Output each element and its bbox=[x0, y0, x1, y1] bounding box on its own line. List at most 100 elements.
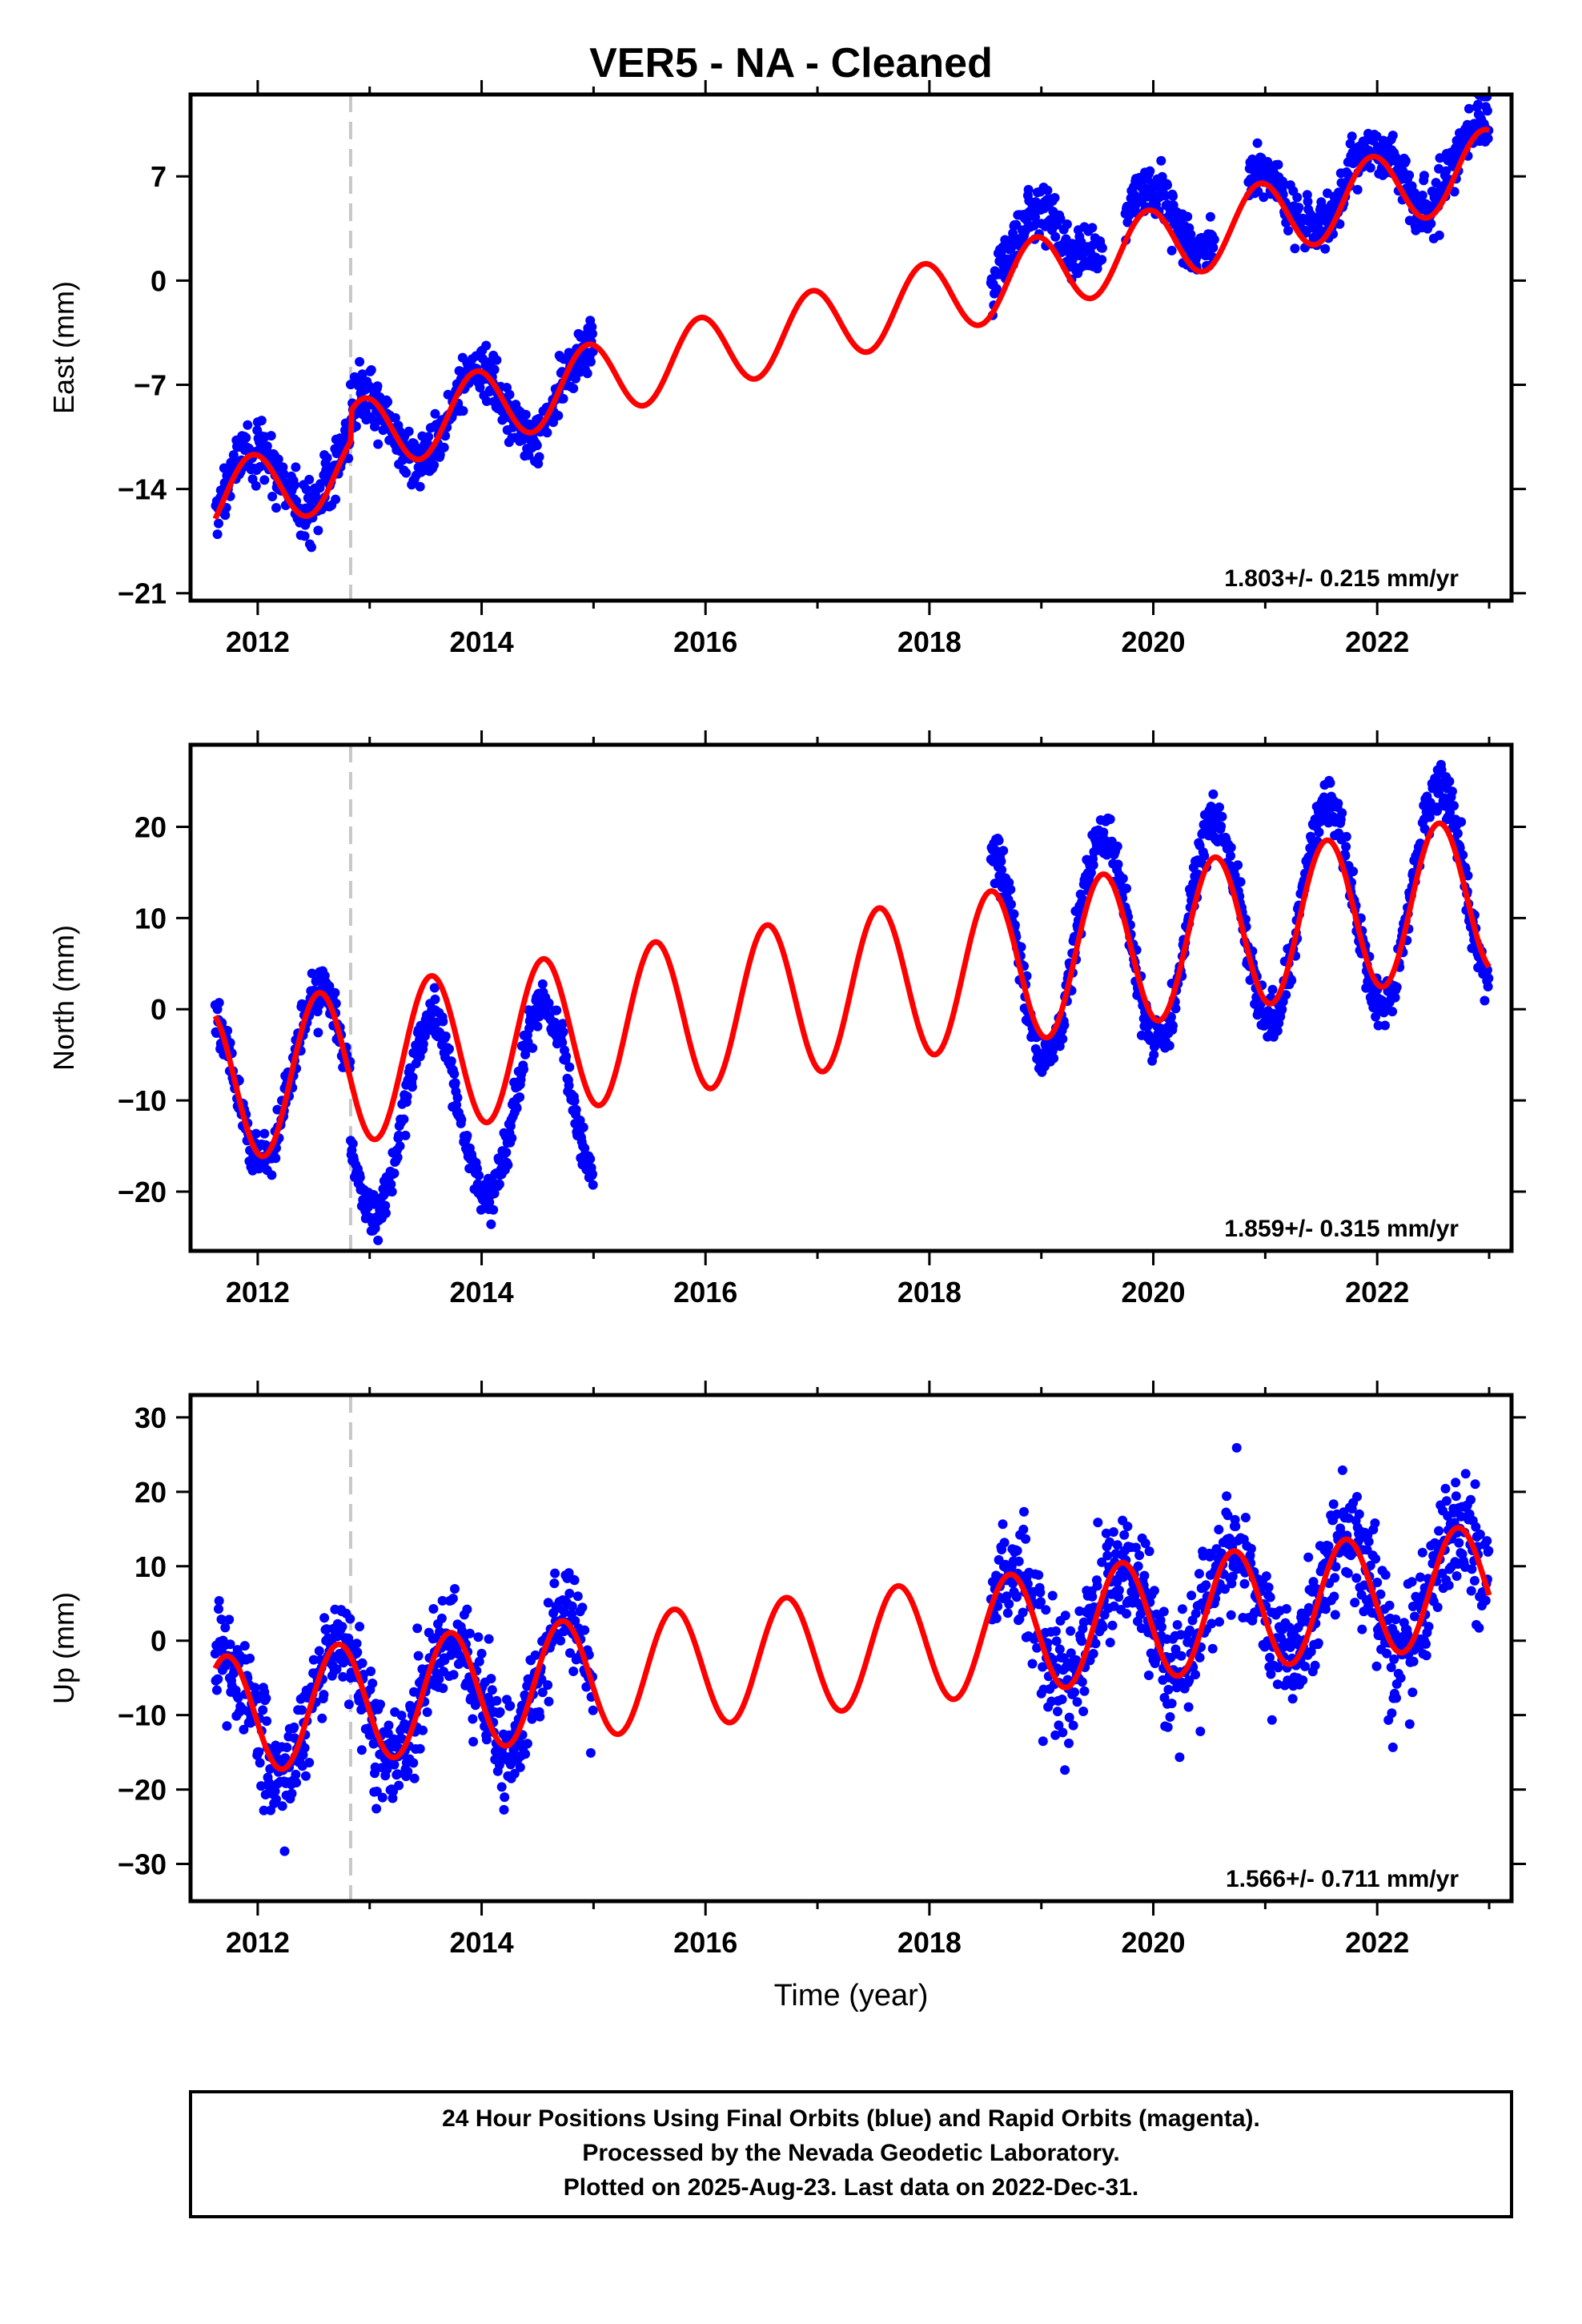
up-data-point bbox=[1231, 1442, 1242, 1453]
north-data-point bbox=[1118, 874, 1128, 883]
up-data-point bbox=[1371, 1554, 1381, 1564]
up-data-point bbox=[1064, 1712, 1074, 1723]
north-data-point bbox=[1235, 877, 1246, 887]
up-data-point bbox=[220, 1622, 231, 1633]
north-data-point bbox=[557, 1037, 568, 1047]
north-data-point bbox=[444, 1043, 454, 1054]
north-data-point bbox=[1456, 817, 1467, 827]
east-data-point bbox=[1294, 203, 1304, 213]
up-data-point bbox=[287, 1788, 297, 1799]
footer-box: 24 Hour Positions Using Final Orbits (bl… bbox=[189, 2090, 1513, 2218]
north-data-point bbox=[1164, 1040, 1174, 1051]
east-data-point bbox=[1166, 245, 1177, 255]
east-data-point bbox=[214, 518, 223, 529]
up-data-point bbox=[1162, 1722, 1173, 1732]
up-data-point bbox=[1474, 1622, 1484, 1633]
up-data-point bbox=[297, 1705, 307, 1715]
up-data-point bbox=[1372, 1578, 1383, 1587]
east-data-point bbox=[1162, 180, 1172, 191]
up-data-point bbox=[1331, 1562, 1341, 1572]
up-ytick-label: 30 bbox=[135, 1401, 167, 1434]
north-data-point bbox=[386, 1179, 396, 1189]
north-data-point bbox=[330, 987, 340, 998]
north-data-point bbox=[528, 1043, 538, 1053]
east-data-point bbox=[542, 428, 552, 438]
north-data-point bbox=[214, 998, 224, 1008]
up-data-point bbox=[1166, 1699, 1177, 1709]
up-data-point bbox=[271, 1794, 281, 1804]
east-data-point bbox=[1097, 255, 1107, 265]
east-data-point bbox=[212, 529, 223, 540]
up-ytick-label: −10 bbox=[118, 1699, 167, 1732]
north-data-point bbox=[1483, 982, 1493, 991]
up-data-point bbox=[468, 1714, 478, 1724]
up-data-point bbox=[1012, 1546, 1022, 1556]
up-data-point bbox=[1191, 1670, 1200, 1680]
up-data-point bbox=[352, 1647, 363, 1658]
east-xtick-label: 2022 bbox=[1345, 625, 1409, 658]
up-data-point bbox=[1389, 1654, 1399, 1664]
north-data-point bbox=[558, 1027, 568, 1037]
up-data-point bbox=[1002, 1591, 1012, 1602]
up-data-point bbox=[537, 1687, 548, 1698]
north-data-point bbox=[394, 1130, 404, 1140]
north-data-point bbox=[1424, 812, 1435, 822]
north-data-point bbox=[1463, 870, 1473, 881]
up-data-point bbox=[1343, 1513, 1354, 1523]
up-data-point bbox=[259, 1805, 269, 1815]
east-data-point bbox=[273, 454, 283, 464]
up-data-point bbox=[1323, 1541, 1334, 1551]
north-data-point bbox=[402, 1092, 412, 1102]
north-data-point bbox=[1287, 975, 1297, 986]
up-data-point bbox=[428, 1604, 439, 1614]
up-data-point bbox=[1421, 1651, 1431, 1661]
east-data-point bbox=[1050, 193, 1060, 203]
up-data-point bbox=[1452, 1571, 1462, 1581]
up-data-point bbox=[1191, 1608, 1201, 1618]
east-data-point bbox=[1426, 219, 1436, 229]
up-data-point bbox=[1032, 1642, 1042, 1653]
north-data-point bbox=[313, 1027, 323, 1038]
up-data-point bbox=[1060, 1610, 1070, 1621]
up-data-point bbox=[585, 1747, 596, 1758]
up-data-point bbox=[239, 1724, 249, 1735]
up-data-point bbox=[262, 1716, 272, 1727]
east-data-point bbox=[532, 440, 542, 451]
north-data-point bbox=[1199, 850, 1210, 861]
up-data-point bbox=[261, 1693, 271, 1703]
east-xtick-label: 2012 bbox=[226, 625, 290, 658]
north-data-point bbox=[1480, 995, 1490, 1006]
east-data-point bbox=[1182, 211, 1193, 222]
up-data-point bbox=[1417, 1547, 1427, 1558]
up-data-point bbox=[1108, 1527, 1118, 1537]
north-data-point bbox=[1226, 842, 1236, 853]
east-data-point bbox=[1404, 170, 1415, 180]
up-data-point bbox=[1102, 1550, 1113, 1561]
east-data-point bbox=[304, 474, 315, 485]
up-data-point bbox=[1021, 1534, 1031, 1544]
east-data-point bbox=[568, 384, 579, 393]
north-data-point bbox=[990, 879, 1000, 889]
north-data-point bbox=[399, 1114, 409, 1124]
up-data-point bbox=[1227, 1578, 1237, 1589]
up-ytick-label: 10 bbox=[135, 1550, 167, 1583]
up-data-point bbox=[1014, 1556, 1024, 1566]
north-data-point bbox=[515, 1092, 525, 1102]
north-xtick-label: 2018 bbox=[897, 1276, 962, 1309]
east-data-point bbox=[458, 406, 468, 416]
east-ytick-label: −14 bbox=[118, 473, 167, 506]
up-data-point bbox=[1172, 1620, 1182, 1630]
north-data-point bbox=[267, 1170, 277, 1180]
east-data-point bbox=[582, 368, 592, 379]
up-data-point bbox=[1467, 1564, 1477, 1574]
up-data-point bbox=[392, 1769, 403, 1779]
up-data-point bbox=[377, 1792, 387, 1803]
up-data-point bbox=[1432, 1602, 1443, 1612]
up-data-point bbox=[1214, 1525, 1224, 1534]
up-data-point bbox=[1002, 1608, 1013, 1618]
north-data-point bbox=[1484, 973, 1494, 983]
east-data-point bbox=[429, 460, 440, 470]
up-data-point bbox=[1466, 1494, 1476, 1505]
up-data-point bbox=[1387, 1708, 1397, 1719]
figure-title: VER5 - NA - Cleaned bbox=[589, 40, 993, 86]
